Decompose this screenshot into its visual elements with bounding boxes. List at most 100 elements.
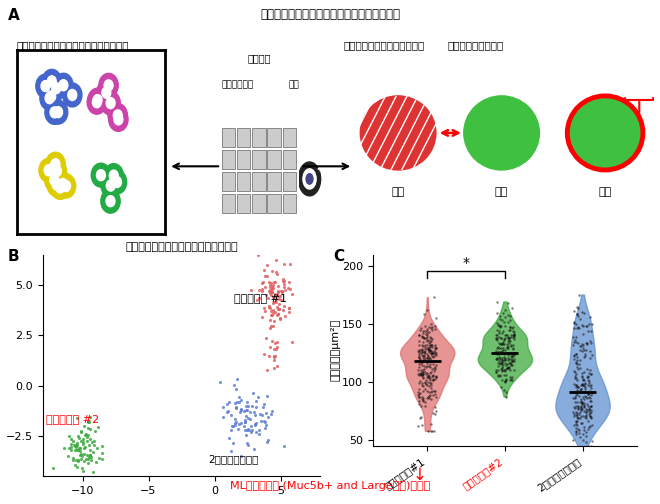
Point bbox=[579, 413, 590, 421]
Point bbox=[76, 428, 86, 436]
Point bbox=[505, 326, 515, 334]
Point bbox=[583, 372, 593, 380]
Point bbox=[82, 433, 92, 441]
Point bbox=[418, 362, 429, 370]
Point bbox=[426, 427, 436, 435]
Circle shape bbox=[51, 175, 70, 200]
Bar bbox=[222, 128, 235, 147]
Circle shape bbox=[59, 80, 68, 91]
Point bbox=[430, 410, 440, 418]
Point bbox=[72, 439, 82, 447]
Point bbox=[416, 369, 427, 377]
Point bbox=[572, 386, 582, 394]
Point bbox=[500, 331, 511, 339]
Point bbox=[268, 293, 279, 301]
Point bbox=[509, 357, 519, 365]
Point bbox=[577, 405, 587, 413]
Point bbox=[426, 341, 436, 349]
Circle shape bbox=[56, 174, 76, 198]
Point bbox=[568, 341, 579, 349]
Point bbox=[495, 371, 506, 380]
Point bbox=[568, 354, 579, 362]
Point bbox=[569, 403, 579, 411]
Point bbox=[430, 363, 440, 371]
Point bbox=[568, 380, 579, 388]
Point bbox=[496, 316, 507, 324]
Point bbox=[82, 423, 93, 431]
Point bbox=[506, 360, 516, 368]
Point bbox=[86, 453, 96, 461]
Point bbox=[577, 381, 587, 389]
Point bbox=[499, 386, 510, 394]
Bar bbox=[282, 172, 296, 191]
Point bbox=[424, 379, 435, 387]
Point bbox=[424, 338, 435, 346]
Point bbox=[577, 372, 587, 381]
Bar bbox=[282, 194, 296, 213]
Point bbox=[425, 347, 436, 355]
Point bbox=[73, 457, 83, 465]
Point bbox=[493, 366, 504, 374]
Point bbox=[424, 346, 434, 354]
Text: A: A bbox=[8, 8, 20, 23]
Point bbox=[68, 456, 79, 464]
Point bbox=[65, 446, 76, 454]
Point bbox=[497, 330, 508, 338]
Point bbox=[429, 347, 440, 355]
Point bbox=[491, 331, 502, 339]
Point bbox=[585, 387, 595, 395]
Point bbox=[572, 303, 583, 311]
Point bbox=[583, 390, 593, 398]
Point bbox=[571, 420, 581, 428]
Point bbox=[414, 348, 424, 356]
Circle shape bbox=[114, 114, 123, 125]
Point bbox=[418, 365, 429, 373]
Point bbox=[269, 345, 279, 353]
Point bbox=[423, 379, 434, 387]
Point bbox=[498, 327, 508, 335]
Point bbox=[83, 430, 94, 438]
Point bbox=[267, 299, 278, 307]
Point bbox=[496, 358, 507, 366]
Point bbox=[501, 361, 512, 369]
Point bbox=[81, 456, 91, 464]
Point bbox=[427, 365, 438, 373]
Point bbox=[430, 373, 441, 381]
Point bbox=[269, 352, 279, 360]
Point bbox=[586, 384, 597, 392]
Point bbox=[426, 341, 437, 349]
Point bbox=[89, 426, 100, 434]
Point bbox=[572, 353, 583, 361]
Circle shape bbox=[53, 172, 73, 196]
Point bbox=[509, 328, 519, 336]
Point bbox=[431, 349, 442, 357]
Point bbox=[419, 310, 430, 318]
Point bbox=[265, 306, 276, 314]
Point bbox=[418, 387, 428, 395]
Point bbox=[257, 285, 267, 293]
Point bbox=[506, 375, 516, 383]
Point bbox=[84, 417, 94, 425]
Point bbox=[424, 354, 434, 362]
Point bbox=[507, 372, 517, 381]
Circle shape bbox=[48, 76, 56, 87]
Point bbox=[259, 304, 269, 312]
Point bbox=[581, 393, 591, 401]
Point bbox=[419, 327, 430, 335]
Point bbox=[287, 290, 298, 298]
Point bbox=[269, 297, 279, 305]
Point bbox=[573, 323, 583, 331]
Circle shape bbox=[306, 174, 313, 184]
Point bbox=[413, 389, 424, 397]
Point bbox=[494, 349, 504, 357]
Point bbox=[224, 434, 234, 443]
Circle shape bbox=[88, 88, 107, 112]
Point bbox=[239, 422, 249, 430]
Point bbox=[249, 445, 259, 453]
Point bbox=[496, 340, 506, 348]
Point bbox=[424, 388, 434, 396]
Point bbox=[575, 315, 585, 323]
Point bbox=[572, 324, 582, 332]
Point bbox=[574, 426, 584, 434]
Point bbox=[576, 404, 586, 412]
